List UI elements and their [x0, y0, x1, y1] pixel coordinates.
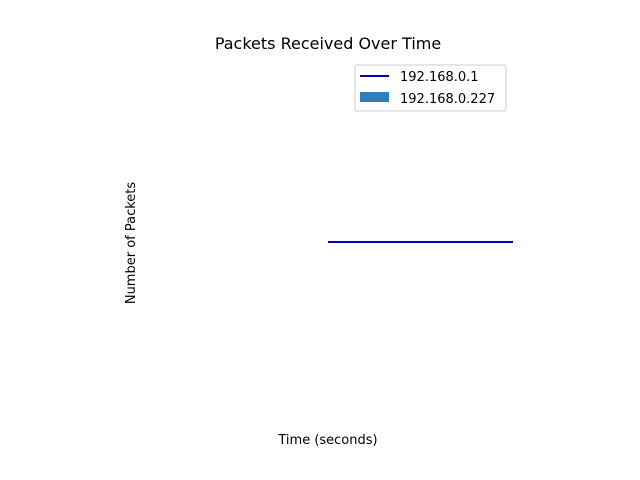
- legend-label-series-1: 192.168.0.227: [400, 92, 495, 107]
- x-axis-label: Time (seconds): [277, 433, 377, 448]
- y-axis-label: Number of Packets: [124, 182, 139, 305]
- legend-swatch-bar: [360, 92, 389, 102]
- legend: 192.168.0.1 192.168.0.227: [354, 64, 507, 112]
- legend-label-series-0: 192.168.0.1: [400, 70, 479, 85]
- chart-title: Packets Received Over Time: [215, 34, 441, 53]
- legend-frame: [354, 64, 507, 112]
